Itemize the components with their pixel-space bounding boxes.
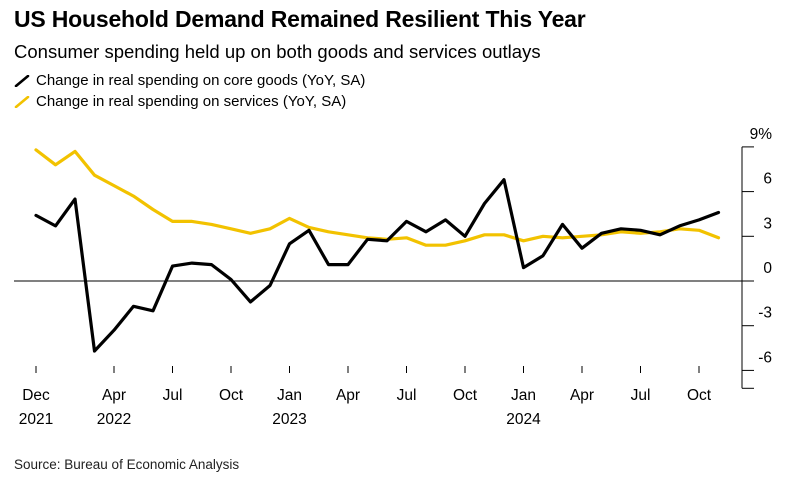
x-tick-label: Jan [277,387,302,404]
legend-label-services: Change in real spending on services (YoY… [36,93,347,110]
x-tick-label: Apr [336,387,360,404]
x-tick-label: Jul [163,387,183,404]
y-tick-label: 3 [763,215,772,232]
y-tick-label: 9% [750,126,773,143]
x-tick-label: Oct [219,387,244,404]
x-tick-label: Jan [511,387,536,404]
x-tick-label: Apr [102,387,126,404]
legend-label-core-goods: Change in real spending on core goods (Y… [36,72,366,89]
x-tick-year-label: 2023 [272,411,306,428]
x-tick-label: Dec [22,387,50,404]
x-tick-label: Jul [631,387,651,404]
legend-item-core-goods: Change in real spending on core goods (Y… [14,70,365,91]
legend: Change in real spending on core goods (Y… [14,70,365,112]
chart-title: US Household Demand Remained Resilient T… [14,6,586,32]
x-tick-year-label: 2021 [19,411,53,428]
legend-swatch-services [14,95,30,108]
y-tick-label: -3 [758,305,772,322]
y-tick-label: 0 [763,260,772,277]
chart-subtitle: Consumer spending held up on both goods … [14,41,541,62]
y-axis: 9% 6 3 0 -3 -6 [741,126,773,389]
y-tick-label: 6 [763,171,772,188]
x-axis: Dec 2021 Apr 2022 Jul Oct Jan 2023 Apr Jul Oct Jan 2… [19,366,712,428]
x-tick-year-label: 2022 [97,411,131,428]
legend-item-services: Change in real spending on services (YoY… [14,91,365,112]
x-tick-label: Oct [687,387,712,404]
x-tick-year-label: 2024 [506,411,541,428]
source-note: Source: Bureau of Economic Analysis [14,457,240,472]
y-tick-label: -6 [758,349,772,366]
series-line-core-goods [34,178,721,353]
x-tick-label: Oct [453,387,478,404]
legend-swatch-core-goods [14,74,30,87]
series-group [34,148,721,353]
x-tick-label: Jul [397,387,417,404]
x-tick-label: Apr [570,387,594,404]
